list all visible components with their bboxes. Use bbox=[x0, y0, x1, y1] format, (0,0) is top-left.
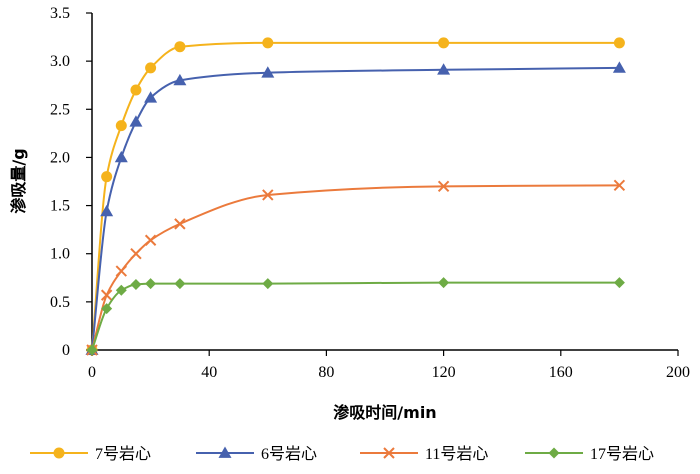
y-tick-label: 1.5 bbox=[50, 198, 70, 215]
data-point bbox=[438, 37, 450, 49]
data-point bbox=[437, 63, 451, 75]
data-point-stroke bbox=[437, 180, 450, 193]
data-point bbox=[174, 278, 186, 290]
data-point bbox=[115, 284, 127, 296]
x-tick-label: 0 bbox=[88, 364, 96, 381]
data-point bbox=[100, 204, 114, 217]
data-point bbox=[115, 120, 127, 132]
y-axis-title: 渗吸量/g bbox=[9, 148, 28, 213]
series-2 bbox=[85, 61, 626, 355]
data-point bbox=[437, 180, 450, 193]
data-point-stroke bbox=[144, 234, 157, 246]
data-point bbox=[613, 277, 625, 289]
y-tick-label: 2.5 bbox=[50, 101, 70, 118]
legend-label: 7号岩心 bbox=[95, 445, 151, 463]
y-tick-label: 3.0 bbox=[50, 53, 70, 70]
data-point bbox=[101, 171, 113, 183]
data-point bbox=[262, 189, 274, 201]
legend-marker bbox=[548, 447, 560, 459]
axes bbox=[91, 13, 678, 351]
axis-ticks: 0 40 80 120 160 200 0 0.5 1.0 1.5 2.0 2.5 3.0 3.5 bbox=[50, 5, 690, 381]
series-3 bbox=[86, 179, 626, 356]
data-point bbox=[612, 61, 626, 73]
series-line bbox=[91, 41, 620, 351]
x-tick-label: 200 bbox=[666, 364, 690, 381]
data-point-stroke bbox=[115, 265, 128, 277]
x-tick-label: 40 bbox=[201, 364, 217, 381]
data-point bbox=[115, 265, 128, 277]
data-point-stroke bbox=[174, 218, 186, 230]
legend-label: 17号岩心 bbox=[590, 445, 654, 463]
legend-marker bbox=[218, 446, 232, 458]
legend-marker bbox=[383, 447, 395, 459]
legend-item: 6号岩心 bbox=[196, 445, 317, 463]
x-tick-label: 160 bbox=[549, 364, 573, 381]
data-point bbox=[173, 73, 187, 86]
legend: 7号岩心 6号岩心 11号岩心 17号岩心 bbox=[30, 445, 654, 463]
data-point bbox=[174, 218, 186, 230]
data-point bbox=[438, 277, 450, 289]
data-point bbox=[145, 278, 157, 290]
y-tick-label: 0 bbox=[62, 342, 70, 359]
data-point-stroke bbox=[262, 189, 274, 201]
data-point bbox=[130, 279, 142, 291]
y-tick-label: 1.0 bbox=[50, 246, 70, 263]
legend-label: 11号岩心 bbox=[425, 445, 488, 463]
series-line bbox=[91, 281, 620, 351]
series-layer bbox=[85, 37, 626, 356]
data-point bbox=[86, 344, 98, 356]
series-line bbox=[91, 66, 620, 351]
data-point bbox=[613, 37, 625, 49]
data-point-stroke bbox=[100, 289, 113, 301]
series-4 bbox=[86, 277, 625, 356]
data-point bbox=[129, 115, 143, 127]
data-point bbox=[262, 278, 274, 290]
legend-item: 17号岩心 bbox=[525, 445, 654, 463]
legend-marker bbox=[53, 447, 65, 459]
y-tick-label: 2.0 bbox=[50, 149, 70, 166]
data-point bbox=[114, 150, 128, 163]
data-point bbox=[130, 84, 142, 96]
data-point bbox=[261, 66, 275, 78]
y-tick-label: 0.5 bbox=[50, 294, 70, 311]
legend-item: 11号岩心 bbox=[360, 445, 488, 463]
y-tick-label: 3.5 bbox=[50, 5, 70, 22]
data-point bbox=[262, 37, 274, 49]
data-point bbox=[100, 289, 113, 301]
legend-label: 6号岩心 bbox=[261, 445, 317, 463]
data-point bbox=[144, 234, 157, 246]
data-point bbox=[174, 41, 186, 53]
data-point bbox=[130, 248, 142, 260]
data-point bbox=[101, 303, 113, 315]
series-line bbox=[91, 184, 620, 351]
x-tick-label: 120 bbox=[432, 364, 456, 381]
legend-item: 7号岩心 bbox=[30, 445, 151, 463]
data-point bbox=[144, 91, 158, 103]
data-point bbox=[613, 179, 626, 192]
x-tick-label: 80 bbox=[318, 364, 334, 381]
data-point-stroke bbox=[613, 179, 626, 192]
data-point bbox=[145, 62, 157, 74]
data-point-stroke bbox=[130, 248, 142, 260]
legend-marker-stroke bbox=[383, 447, 395, 459]
x-axis-title: 渗吸时间/min bbox=[333, 403, 436, 422]
